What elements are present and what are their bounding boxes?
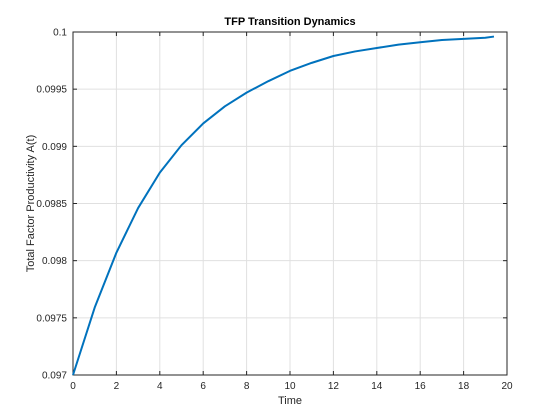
series-layer xyxy=(72,35,495,376)
x-axis-label: Time xyxy=(278,395,302,407)
x-tick-label: 2 xyxy=(114,381,120,392)
x-tick-label: 16 xyxy=(415,381,427,392)
y-tick-label: 0.0975 xyxy=(36,313,67,324)
y-tick-label: 0.098 xyxy=(42,256,67,267)
y-tick-label: 0.0995 xyxy=(36,85,67,96)
x-tick-label: 18 xyxy=(458,381,470,392)
grid xyxy=(72,31,508,376)
x-tick-label: 4 xyxy=(157,381,163,392)
x-tick-label: 6 xyxy=(200,381,206,392)
series-line-0 xyxy=(72,35,495,376)
y-tick-label: 0.1 xyxy=(53,28,67,39)
x-tick-label: 8 xyxy=(244,381,250,392)
x-tick-label: 14 xyxy=(371,381,383,392)
y-axis-label: Total Factor Productivity A(t) xyxy=(25,135,37,273)
y-tick-label: 0.097 xyxy=(42,371,67,382)
chart-title: TFP Transition Dynamics xyxy=(224,16,355,28)
x-tick-label: 10 xyxy=(284,381,296,392)
y-tick-label: 0.0985 xyxy=(36,199,67,210)
ticks: 0 2 4 6 8 10 12 14 16 18 20 0.097 0.0975 0.098 0.0985 0… xyxy=(36,28,513,393)
x-tick-label: 12 xyxy=(328,381,340,392)
x-tick-label: 0 xyxy=(70,381,76,392)
x-tick-label: 20 xyxy=(501,381,513,392)
y-tick-label: 0.099 xyxy=(42,142,67,153)
